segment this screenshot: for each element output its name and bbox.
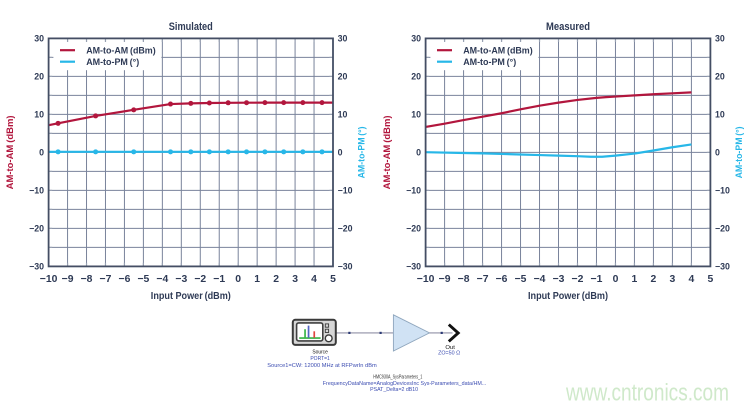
svg-text:−9: −9 — [62, 274, 74, 285]
svg-text:30: 30 — [411, 34, 421, 44]
svg-text:−1: −1 — [213, 274, 225, 285]
svg-text:−2: −2 — [572, 274, 584, 285]
svg-text:−20: −20 — [29, 224, 44, 234]
svg-text:3: 3 — [292, 274, 298, 285]
svg-text:Input Power (dBm): Input Power (dBm) — [528, 291, 608, 302]
svg-text:20: 20 — [411, 72, 421, 82]
svg-text:−10: −10 — [417, 274, 435, 285]
svg-text:−4: −4 — [534, 274, 546, 285]
svg-text:−20: −20 — [406, 224, 421, 234]
svg-text:−10: −10 — [338, 186, 353, 196]
svg-text:−10: −10 — [715, 186, 730, 196]
svg-text:20: 20 — [34, 72, 44, 82]
svg-text:−30: −30 — [715, 262, 730, 272]
svg-text:Simulated: Simulated — [169, 21, 213, 33]
svg-text:−9: −9 — [439, 274, 451, 285]
svg-text:10: 10 — [338, 110, 348, 120]
svg-text:−3: −3 — [553, 274, 565, 285]
svg-text:30: 30 — [34, 34, 44, 44]
svg-text:−10: −10 — [29, 186, 44, 196]
svg-text:5: 5 — [708, 274, 714, 285]
svg-text:0: 0 — [235, 274, 241, 285]
svg-text:3: 3 — [670, 274, 676, 285]
svg-text:Input Power (dBm): Input Power (dBm) — [151, 291, 231, 302]
svg-text:2: 2 — [273, 274, 279, 285]
svg-text:−5: −5 — [515, 274, 527, 285]
svg-text:−1: −1 — [591, 274, 603, 285]
svg-text:AM-to-AM (dBm): AM-to-AM (dBm) — [463, 46, 533, 56]
svg-text:0: 0 — [416, 148, 421, 158]
svg-text:10: 10 — [715, 110, 725, 120]
svg-text:AM-to-AM (dBm): AM-to-AM (dBm) — [4, 115, 15, 189]
svg-text:4: 4 — [689, 274, 695, 285]
svg-text:30: 30 — [715, 34, 725, 44]
svg-text:HMC930A_SysParameters_1: HMC930A_SysParameters_1 — [373, 375, 422, 381]
svg-text:−10: −10 — [406, 186, 421, 196]
svg-text:AM-to-PM (°): AM-to-PM (°) — [86, 57, 139, 67]
svg-text:Out: Out — [445, 345, 455, 351]
svg-text:4: 4 — [311, 274, 317, 285]
svg-text:www.cntronics.com: www.cntronics.com — [565, 380, 729, 407]
svg-text:−7: −7 — [477, 274, 489, 285]
svg-text:−30: −30 — [338, 262, 353, 272]
svg-text:PSAT_Delta=2 dB10: PSAT_Delta=2 dB10 — [370, 387, 418, 393]
svg-text:0: 0 — [715, 148, 720, 158]
svg-text:−20: −20 — [338, 224, 353, 234]
svg-text:10: 10 — [411, 110, 421, 120]
svg-text:0: 0 — [338, 148, 343, 158]
svg-text:5: 5 — [330, 274, 336, 285]
svg-text:AM-to-PM (°): AM-to-PM (°) — [463, 57, 516, 67]
svg-text:FrequencyDataName=AnalogDevice: FrequencyDataName=AnalogDevicesInc Sys-P… — [323, 381, 486, 387]
svg-text:30: 30 — [338, 34, 348, 44]
svg-text:−2: −2 — [194, 274, 206, 285]
svg-text:−4: −4 — [156, 274, 168, 285]
svg-text:−6: −6 — [119, 274, 131, 285]
svg-text:−6: −6 — [496, 274, 508, 285]
svg-text:0: 0 — [613, 274, 619, 285]
svg-text:20: 20 — [715, 72, 725, 82]
svg-text:Source: Source — [312, 349, 328, 355]
svg-text:−3: −3 — [175, 274, 187, 285]
svg-text:AM-to-PM (°): AM-to-PM (°) — [733, 126, 744, 178]
svg-text:20: 20 — [338, 72, 348, 82]
svg-text:−20: −20 — [715, 224, 730, 234]
svg-text:Source1=CW: 12000 MHz at RFPwr: Source1=CW: 12000 MHz at RFPwrIn dBm — [267, 363, 377, 369]
svg-text:−30: −30 — [406, 262, 421, 272]
svg-text:2: 2 — [651, 274, 657, 285]
svg-text:PORT=1: PORT=1 — [310, 356, 330, 362]
svg-text:−7: −7 — [100, 274, 112, 285]
svg-text:1: 1 — [254, 274, 260, 285]
svg-text:AM-to-PM (°): AM-to-PM (°) — [356, 126, 367, 178]
svg-text:−30: −30 — [29, 262, 44, 272]
svg-text:0: 0 — [39, 148, 44, 158]
svg-text:ZO=50 Ω: ZO=50 Ω — [438, 351, 460, 357]
svg-text:AM-to-AM (dBm): AM-to-AM (dBm) — [86, 46, 156, 56]
svg-text:−10: −10 — [40, 274, 58, 285]
svg-text:−8: −8 — [458, 274, 470, 285]
svg-text:10: 10 — [34, 110, 44, 120]
svg-text:−8: −8 — [81, 274, 93, 285]
svg-text:AM-to-AM (dBm): AM-to-AM (dBm) — [381, 115, 392, 189]
svg-text:Measured: Measured — [546, 21, 590, 33]
svg-text:−5: −5 — [137, 274, 149, 285]
svg-text:1: 1 — [632, 274, 638, 285]
